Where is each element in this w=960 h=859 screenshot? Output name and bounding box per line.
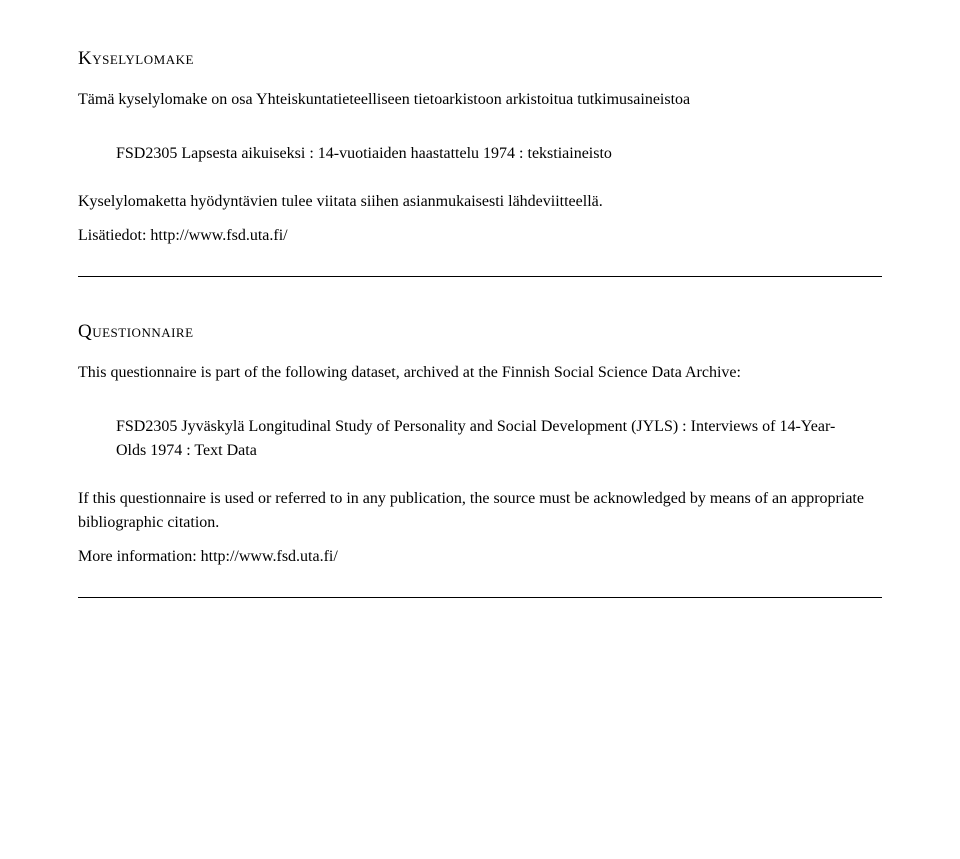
citation-note-english: If this questionnaire is used or referre…: [78, 487, 882, 535]
citation-note-finnish: Kyselylomaketta hyödyntävien tulee viita…: [78, 190, 882, 214]
more-info-finnish: Lisätiedot: http://www.fsd.uta.fi/: [78, 224, 882, 248]
dataset-title-english: FSD2305 Jyväskylä Longitudinal Study of …: [116, 415, 862, 463]
section-heading-english: Questionnaire: [78, 321, 882, 343]
intro-text-finnish: Tämä kyselylomake on osa Yhteiskuntatiet…: [78, 88, 882, 112]
document-page: Kyselylomake Tämä kyselylomake on osa Yh…: [78, 48, 882, 598]
section-english: Questionnaire This questionnaire is part…: [78, 321, 882, 598]
section-finnish: Kyselylomake Tämä kyselylomake on osa Yh…: [78, 48, 882, 277]
more-info-english: More information: http://www.fsd.uta.fi/: [78, 545, 882, 569]
intro-text-english: This questionnaire is part of the follow…: [78, 361, 882, 385]
divider-rule: [78, 597, 882, 598]
section-heading-finnish: Kyselylomake: [78, 48, 882, 70]
divider-rule: [78, 276, 882, 277]
dataset-title-finnish: FSD2305 Lapsesta aikuiseksi : 14-vuotiai…: [116, 142, 862, 166]
